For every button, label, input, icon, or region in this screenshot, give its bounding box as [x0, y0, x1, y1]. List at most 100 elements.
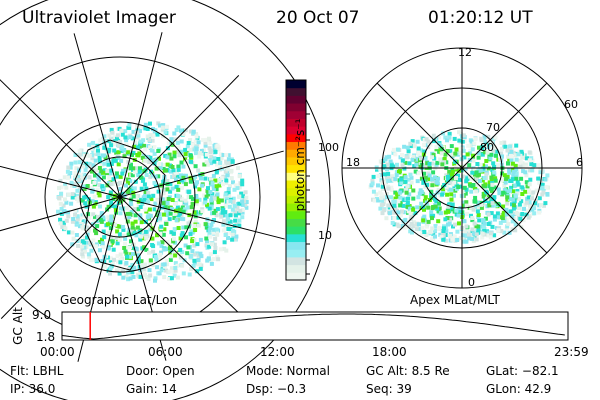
aurora-pixel [198, 266, 203, 271]
aurora-pixel [527, 188, 532, 193]
aurora-pixel [175, 275, 180, 280]
lon-line [0, 196, 121, 319]
aurora-pixel [162, 163, 167, 167]
aurora-pixel [178, 216, 183, 221]
aurora-pixel [113, 158, 118, 163]
aurora-pixel [109, 162, 114, 166]
aurora-pixel [128, 135, 133, 139]
timeline-xtick: 23:59 [554, 345, 589, 359]
aurora-pixel [458, 151, 463, 155]
aurora-pixel [499, 229, 504, 234]
aurora-pixel [176, 145, 181, 150]
aurora-pixel [152, 145, 157, 150]
aurora-pixel [77, 160, 82, 165]
aurora-pixel [516, 205, 521, 210]
aurora-pixel [474, 189, 479, 194]
aurora-pixel [468, 143, 473, 148]
aurora-pixel [434, 145, 439, 150]
aurora-pixel [142, 269, 147, 274]
aurora-pixel [82, 154, 87, 159]
aurora-pixel [390, 220, 395, 225]
aurora-pixel [435, 160, 440, 165]
aurora-pixel [428, 142, 433, 147]
aurora-pixel [185, 205, 190, 210]
aurora-pixel [396, 210, 401, 215]
aurora-pixel [138, 274, 143, 279]
aurora-pixel [426, 171, 431, 176]
aurora-pixel [420, 231, 425, 236]
aurora-pixel [506, 154, 511, 159]
aurora-pixel [474, 232, 479, 237]
aurora-pixel [209, 161, 214, 166]
aurora-pixel [415, 139, 420, 144]
aurora-pixel [448, 149, 453, 154]
aurora-pixel [125, 254, 130, 259]
aurora-pixel [418, 188, 423, 193]
aurora-pixel [81, 184, 86, 189]
aurora-pixel [220, 210, 225, 215]
aurora-pixel [66, 210, 70, 215]
aurora-pixel [189, 159, 193, 164]
aurora-pixel [81, 164, 86, 169]
aurora-pixel [166, 141, 171, 146]
aurora-pixel [140, 263, 145, 268]
colorbar-swatch [286, 164, 306, 173]
aurora-pixel [507, 151, 512, 156]
aurora-pixel [87, 254, 92, 259]
aurora-pixel [159, 243, 164, 248]
aurora-pixel [171, 168, 176, 173]
aurora-pixel [169, 230, 174, 235]
aurora-pixel [392, 199, 397, 204]
aurora-pixel [203, 222, 208, 227]
aurora-pixel [212, 227, 217, 232]
aurora-pixel [472, 172, 477, 177]
aurora-pixel [400, 163, 405, 168]
aurora-pixel [222, 240, 227, 245]
aurora-pixel [178, 247, 183, 252]
aurora-pixel [488, 235, 493, 240]
aurora-pixel [146, 213, 151, 218]
aurora-pixel [471, 183, 476, 187]
aurora-pixel [175, 263, 180, 268]
aurora-pixel [149, 197, 154, 202]
aurora-pixel [111, 142, 116, 147]
aurora-pixel [439, 151, 444, 156]
aurora-pixel [66, 165, 71, 170]
aurora-pixel [484, 164, 488, 169]
aurora-pixel [398, 195, 403, 200]
aurora-pixel [145, 134, 150, 139]
aurora-pixel [540, 182, 545, 187]
aurora-pixel [197, 197, 202, 202]
aurora-pixel [429, 195, 434, 200]
aurora-pixel [120, 225, 125, 229]
aurora-pixel [225, 173, 230, 178]
aurora-pixel [523, 189, 528, 194]
aurora-pixel [508, 178, 513, 183]
aurora-pixel [143, 232, 148, 237]
aurora-pixel [192, 243, 197, 248]
aurora-pixel [215, 192, 220, 197]
aurora-pixel [186, 245, 191, 250]
aurora-pixel [138, 197, 143, 202]
aurora-pixel [240, 178, 245, 183]
aurora-pixel [453, 151, 458, 156]
aurora-pixel [212, 242, 217, 247]
aurora-pixel [101, 229, 106, 234]
aurora-pixel [209, 154, 214, 159]
aurora-pixel [73, 208, 78, 213]
aurora-pixel [450, 202, 455, 207]
aurora-pixel [396, 224, 401, 229]
aurora-pixel [492, 195, 497, 200]
aurora-pixel [183, 207, 188, 212]
aurora-pixel [157, 271, 162, 276]
aurora-pixel [409, 226, 414, 231]
aurora-pixel [160, 240, 165, 245]
aurora-pixel [514, 167, 519, 172]
aurora-pixel [186, 195, 191, 199]
aurora-pixel [522, 206, 526, 211]
aurora-pixel [209, 222, 214, 227]
aurora-pixel [224, 159, 229, 164]
aurora-pixel [227, 194, 232, 199]
aurora-pixel [116, 156, 121, 160]
mode-value: Mode: Normal [246, 364, 330, 378]
